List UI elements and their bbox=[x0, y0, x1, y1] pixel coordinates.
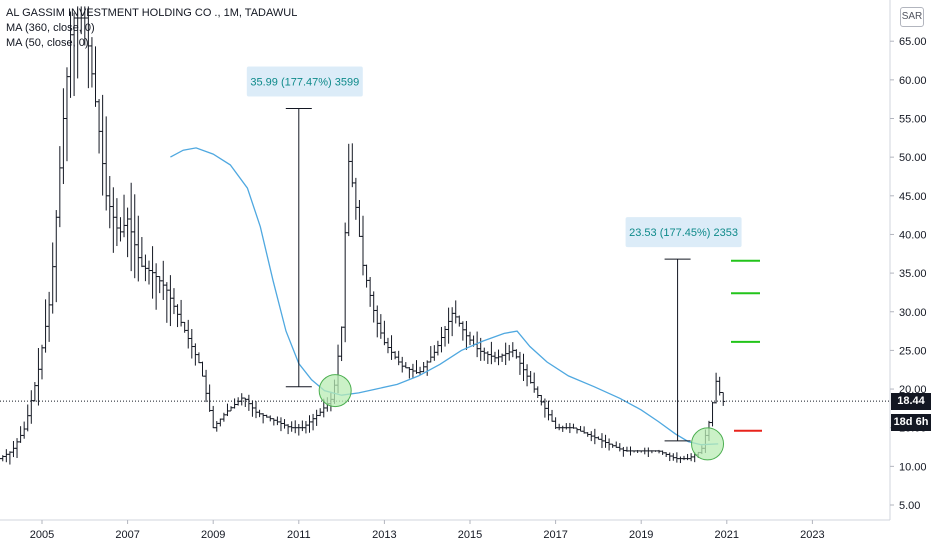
chart-legend: AL GASSIM INVESTMENT HOLDING CO ., 1M, T… bbox=[6, 6, 297, 51]
x-tick-label: 2013 bbox=[372, 529, 396, 541]
ma-360-legend[interactable]: MA (360, close, 0) bbox=[6, 22, 95, 34]
ma-50-line bbox=[170, 147, 719, 446]
symbol-title[interactable]: AL GASSIM INVESTMENT HOLDING CO ., 1M, T… bbox=[6, 7, 298, 19]
x-axis[interactable]: 2005 2007 2009 2011 2013 2015 2017 2019 2021 2023 bbox=[30, 520, 825, 541]
y-tick-label: 65.00 bbox=[899, 36, 927, 48]
y-tick-label: 25.00 bbox=[899, 345, 927, 357]
measure-label-box bbox=[625, 217, 742, 248]
y-axis[interactable]: 65.00 60.00 55.00 50.00 45.00 40.00 35.00 30.00… bbox=[890, 36, 927, 512]
y-tick-label: 45.00 bbox=[899, 191, 927, 203]
y-tick-label: 50.00 bbox=[899, 152, 927, 164]
ma-line bbox=[170, 147, 719, 446]
y-tick-label: 30.00 bbox=[899, 307, 927, 319]
x-tick-label: 2015 bbox=[458, 529, 482, 541]
measure-label: 23.53 (177.45%) 2353 bbox=[629, 227, 738, 239]
y-tick-label: 5.00 bbox=[899, 500, 920, 512]
x-tick-label: 2021 bbox=[715, 529, 739, 541]
x-tick-label: 2017 bbox=[543, 529, 567, 541]
highlight-circle[interactable] bbox=[691, 427, 725, 461]
highlight-circle[interactable] bbox=[318, 374, 352, 408]
measure-label-box bbox=[246, 66, 363, 97]
last-price-label: 18.44 bbox=[891, 393, 931, 410]
x-tick-label: 2009 bbox=[201, 529, 225, 541]
x-tick-label: 2019 bbox=[629, 529, 653, 541]
x-tick-label: 2011 bbox=[287, 529, 311, 541]
x-tick-label: 2007 bbox=[115, 529, 139, 541]
ma-50-legend[interactable]: MA (50, close, 0) bbox=[6, 37, 89, 49]
currency-badge[interactable]: SAR bbox=[900, 7, 924, 27]
y-tick-label: 40.00 bbox=[899, 229, 927, 241]
countdown-label: 18d 6h bbox=[891, 414, 931, 431]
y-tick-label: 10.00 bbox=[899, 461, 927, 473]
y-tick-label: 35.00 bbox=[899, 268, 927, 280]
y-tick-label: 60.00 bbox=[899, 75, 927, 87]
x-tick-label: 2023 bbox=[800, 529, 824, 541]
y-tick-label: 55.00 bbox=[899, 114, 927, 126]
annotations: 35.99 (177.47%) 3599 23.53 (177.45%) 2353 bbox=[0, 66, 890, 461]
x-tick-label: 2005 bbox=[30, 529, 54, 541]
measure-label: 35.99 (177.47%) 3599 bbox=[250, 76, 359, 88]
